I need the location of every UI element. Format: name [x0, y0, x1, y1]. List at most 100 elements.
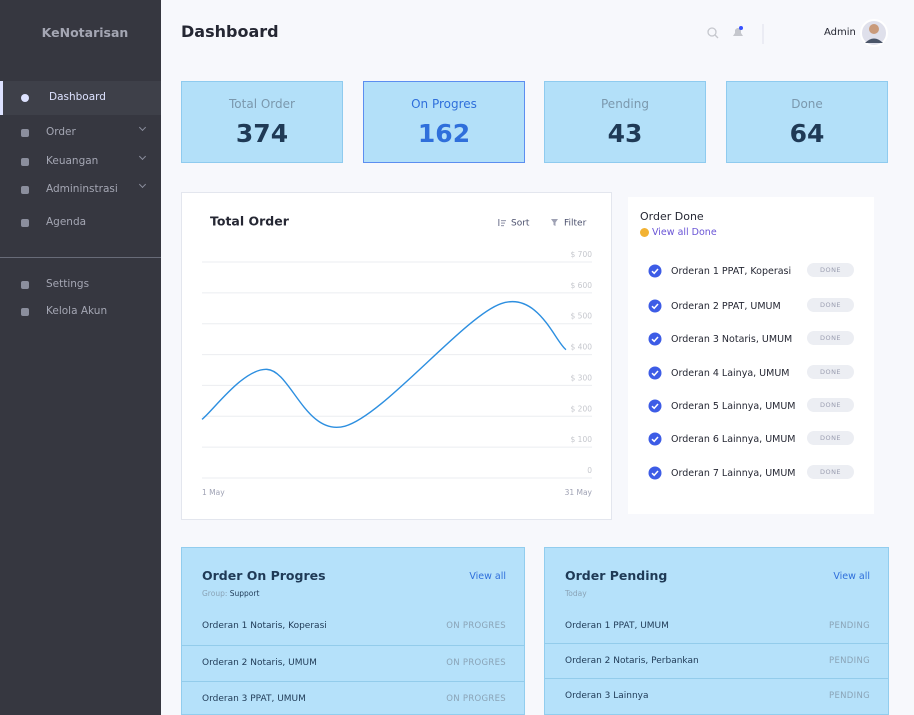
- list-row[interactable]: Orderan 2 Notaris, UMUM ON PROGRES: [182, 645, 524, 682]
- view-all-link[interactable]: View all: [469, 571, 506, 582]
- order-name: Orderan 2 PPAT, UMUM: [671, 301, 781, 312]
- chart-panel: Total Order Sort Filter 0 $ 100 $ 200 $ 300…: [181, 192, 612, 520]
- check-icon: [648, 299, 662, 313]
- page-title: Dashboard: [181, 22, 279, 41]
- subtitle-label: Group:: [202, 589, 228, 598]
- list-row[interactable]: Orderan 3 PPAT, UMUM ON PROGRES: [182, 681, 524, 714]
- check-icon: [648, 399, 662, 413]
- row-status: ON PROGRES: [446, 658, 506, 668]
- order-done-item[interactable]: Orderan 1 PPAT, Koperasi DONE: [640, 263, 862, 283]
- chart-title: Total Order: [210, 214, 290, 229]
- order-done-item[interactable]: Orderan 2 PPAT, UMUM DONE: [640, 298, 862, 318]
- header-icons: [707, 19, 888, 47]
- nav-icon: [21, 308, 29, 316]
- stat-value: 162: [417, 119, 471, 148]
- list-row[interactable]: Orderan 1 PPAT, UMUM PENDING: [545, 609, 888, 645]
- status-pill: DONE: [807, 398, 854, 412]
- chevron: [138, 152, 147, 161]
- check-icon: [648, 466, 662, 480]
- stat-card[interactable]: Done 64: [726, 81, 888, 163]
- order-name: Orderan 7 Lainnya, UMUM: [671, 468, 796, 479]
- order-done-item[interactable]: Orderan 5 Lainnya, UMUM DONE: [640, 398, 862, 418]
- row-name: Orderan 3 PPAT, UMUM: [202, 694, 306, 704]
- stat-card[interactable]: Pending 43: [544, 81, 706, 163]
- nav-item[interactable]: Dashboard: [0, 81, 161, 115]
- order-done-title: Order Done: [640, 210, 704, 223]
- check-icon: [648, 366, 662, 380]
- row-name: Orderan 1 Notaris, Koperasi: [202, 621, 327, 631]
- sort-button[interactable]: Sort: [511, 219, 530, 229]
- stat-label: Total Order: [229, 97, 295, 111]
- view-all-done[interactable]: View all Done: [652, 227, 717, 238]
- order-done-panel: [628, 197, 874, 514]
- nav-item[interactable]: Settings: [0, 270, 161, 300]
- panel-subtitle: Group: Support: [202, 589, 259, 598]
- nav-icon: [21, 158, 29, 166]
- user-name[interactable]: Admin: [824, 27, 856, 38]
- order-done-item[interactable]: Orderan 3 Notaris, UMUM DONE: [640, 331, 862, 351]
- nav-item[interactable]: Keuangan: [0, 147, 161, 177]
- panel-title: Order Pending: [565, 568, 668, 583]
- nav-label: Settings: [46, 278, 90, 290]
- nav-item[interactable]: Kelola Akun: [0, 297, 161, 327]
- stat-card[interactable]: On Progres 162: [363, 81, 525, 163]
- row-status: PENDING: [829, 691, 870, 701]
- status-pill: DONE: [807, 298, 854, 312]
- status-pill: DONE: [807, 465, 854, 479]
- chevron: [138, 123, 147, 132]
- stat-label: Pending: [601, 97, 649, 111]
- status-pill: DONE: [807, 431, 854, 445]
- x-tick-label: 1 May: [202, 488, 225, 497]
- search-icon[interactable]: [707, 27, 717, 37]
- list-panel: Order Pending View all Today Orderan 1 PPAT…: [544, 547, 889, 715]
- panel-subtitle: Today: [565, 589, 587, 598]
- bell-icon[interactable]: [733, 28, 743, 36]
- row-status: ON PROGRES: [446, 694, 506, 704]
- nav-icon: [21, 281, 29, 289]
- y-tick-label: $ 300: [571, 373, 593, 382]
- y-tick-label: 0: [587, 466, 592, 475]
- list-panel: Order On Progres View all Group: Support Or…: [181, 547, 525, 715]
- nav-item[interactable]: Order: [0, 118, 161, 148]
- nav-item[interactable]: Agenda: [0, 208, 161, 238]
- nav-icon: [21, 186, 29, 194]
- subtitle-value: Support: [229, 589, 260, 598]
- stat-value: 374: [235, 119, 289, 148]
- nav-item[interactable]: Admininstrasi: [0, 175, 161, 205]
- nav-label: Kelola Akun: [46, 305, 108, 317]
- divider: [0, 257, 161, 258]
- y-tick-label: $ 500: [571, 312, 593, 321]
- row-name: Orderan 3 Lainnya: [565, 691, 649, 701]
- order-done-item[interactable]: Orderan 4 Lainya, UMUM DONE: [640, 365, 862, 385]
- order-done-item[interactable]: Orderan 7 Lainnya, UMUM DONE: [640, 465, 862, 485]
- filter-button[interactable]: Filter: [564, 219, 587, 229]
- emoji-icon: [640, 228, 649, 237]
- view-all-link[interactable]: View all: [833, 571, 870, 582]
- order-name: Orderan 6 Lainnya, UMUM: [671, 434, 796, 445]
- y-tick-label: $ 100: [571, 435, 593, 444]
- list-row[interactable]: Orderan 1 Notaris, Koperasi ON PROGRES: [182, 609, 524, 645]
- list-row[interactable]: Orderan 2 Notaris, Perbankan PENDING: [545, 643, 888, 680]
- stat-label: Done: [791, 97, 823, 111]
- check-icon: [648, 264, 662, 278]
- stat-label: On Progres: [411, 97, 477, 111]
- order-name: Orderan 4 Lainya, UMUM: [671, 368, 790, 379]
- nav-label: Keuangan: [46, 155, 99, 167]
- status-pill: DONE: [807, 365, 854, 379]
- chevron: [138, 180, 147, 189]
- order-done-item[interactable]: Orderan 6 Lainnya, UMUM DONE: [640, 431, 862, 451]
- stat-card[interactable]: Total Order 374: [181, 81, 343, 163]
- row-name: Orderan 2 Notaris, UMUM: [202, 658, 317, 668]
- list-row[interactable]: Orderan 3 Lainnya PENDING: [545, 678, 888, 714]
- nav-label: Order: [46, 126, 76, 138]
- y-tick-label: $ 200: [571, 404, 593, 413]
- order-name: Orderan 1 PPAT, Koperasi: [671, 266, 792, 277]
- chart: Total Order Sort Filter 0 $ 100 $ 200 $ 300…: [201, 214, 593, 497]
- check-icon: [648, 432, 662, 446]
- nav-label: Agenda: [46, 216, 87, 228]
- row-status: PENDING: [829, 621, 870, 631]
- nav-icon: [21, 219, 29, 227]
- nav-icon: [21, 129, 29, 137]
- panel-title: Order On Progres: [202, 568, 326, 583]
